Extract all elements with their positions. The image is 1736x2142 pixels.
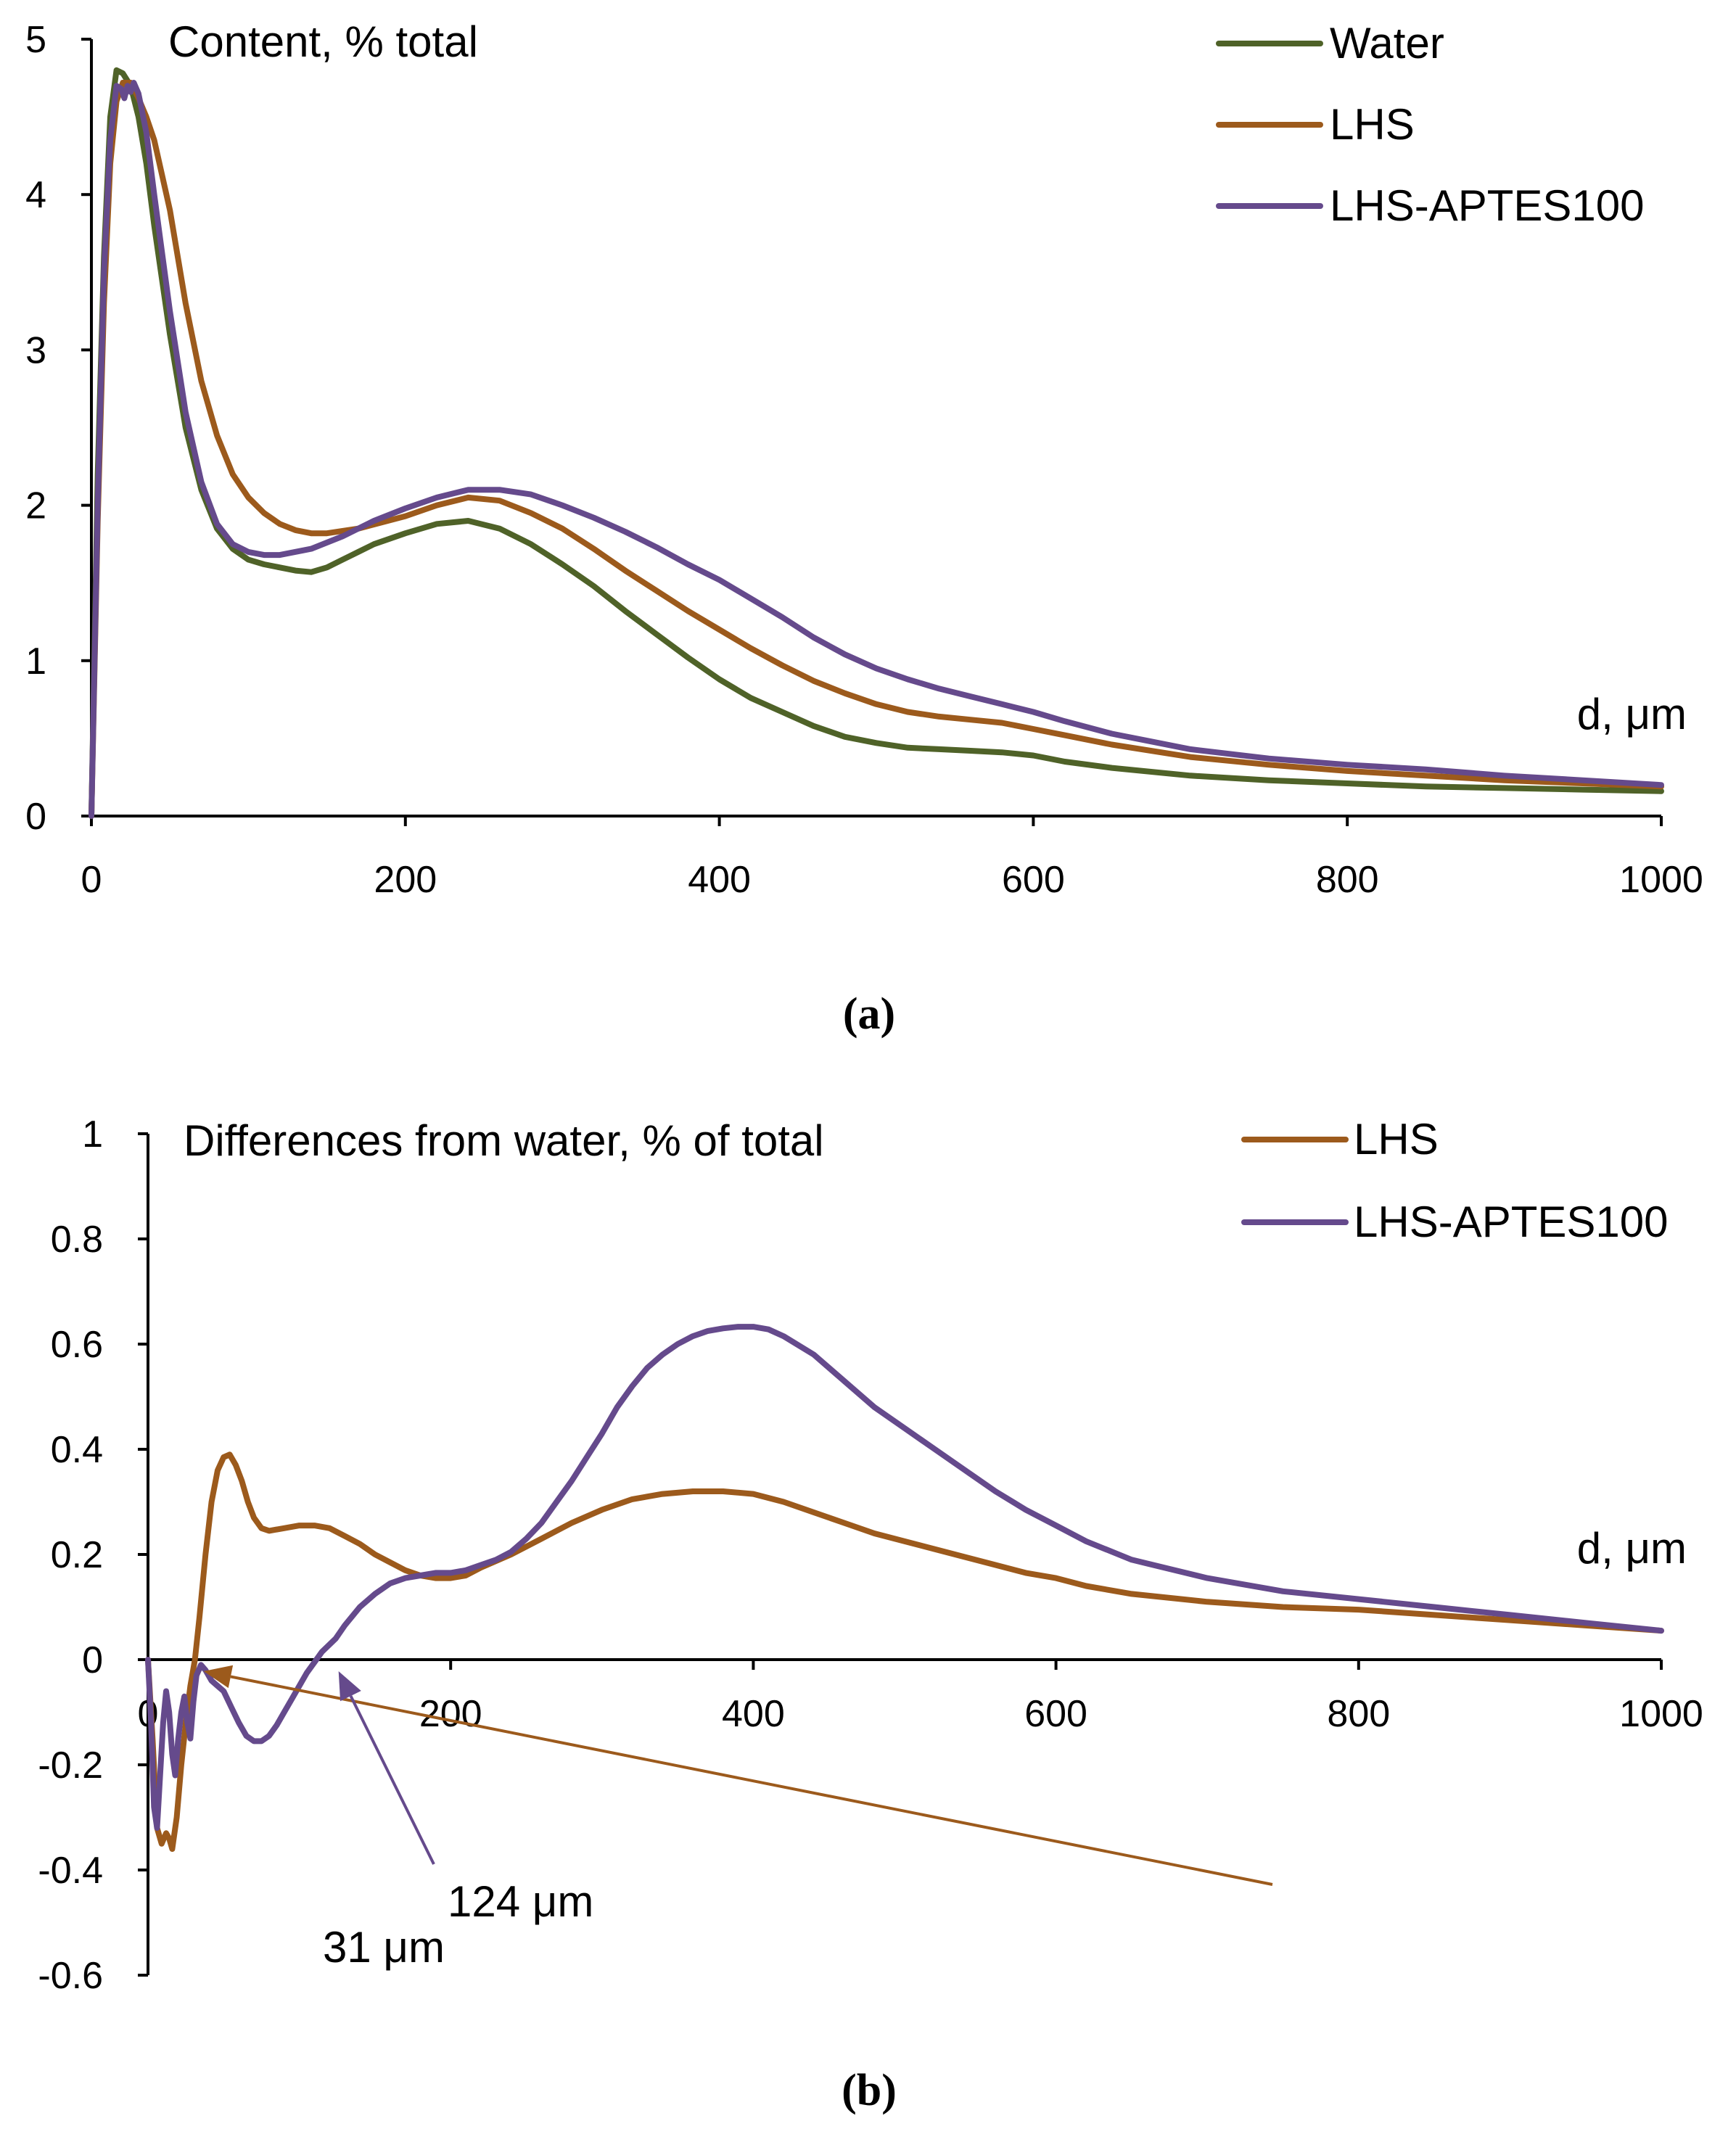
x-tick-label: 600 xyxy=(1002,859,1065,901)
legend-label: LHS-APTES100 xyxy=(1330,181,1645,230)
series-line-lhs xyxy=(89,80,1664,819)
panel-label: (b) xyxy=(842,2066,897,2115)
x-tick-label: 800 xyxy=(1316,859,1379,901)
y-tick-label: -0.6 xyxy=(38,1955,103,1997)
x-tick-label: 800 xyxy=(1327,1693,1390,1735)
chart-title: Content, % total xyxy=(168,17,478,66)
x-tick-label: 1000 xyxy=(1619,859,1703,901)
x-tick-label: 1000 xyxy=(1619,1693,1703,1735)
panel-label: (a) xyxy=(843,989,895,1039)
x-tick-label: 200 xyxy=(374,859,437,901)
x-tick-label: 200 xyxy=(419,1693,482,1735)
y-tick-label: 3 xyxy=(25,329,46,371)
x-tick-label: 400 xyxy=(722,1693,785,1735)
y-tick-label: 0 xyxy=(82,1639,103,1681)
y-tick-label: 1 xyxy=(82,1113,103,1156)
panel-b: -0.6-0.4-0.200.20.40.60.810 200 400 600 800 1… xyxy=(38,1113,1703,2115)
y-tick-label: -0.2 xyxy=(38,1745,103,1787)
annotation-arrow-head xyxy=(338,1671,361,1702)
panel-a: 0 1 2 3 4 5 0 200 400 600 800 1000 Content, % total d… xyxy=(25,17,1703,1039)
annotation-arrow-shaft xyxy=(349,1695,435,1865)
x-axis-label: d, μm xyxy=(1577,1524,1687,1573)
x-tick-label: 400 xyxy=(688,859,751,901)
y-tick-label: 5 xyxy=(25,19,46,61)
annotation-label: 31 μm xyxy=(323,1923,445,1972)
legend-label: LHS-APTES100 xyxy=(1354,1198,1669,1246)
y-tick-label: -0.4 xyxy=(38,1850,103,1892)
legend-label: LHS xyxy=(1354,1115,1439,1163)
legend-label: LHS xyxy=(1330,100,1415,149)
x-tick-label: 600 xyxy=(1024,1693,1087,1735)
chart-title: Differences from water, % of total xyxy=(184,1116,824,1165)
y-tick-label: 4 xyxy=(25,174,46,216)
legend-label: Water xyxy=(1330,19,1444,67)
y-tick-label: 1 xyxy=(25,640,46,683)
annotation-arrow-head xyxy=(203,1665,234,1689)
y-tick-label: 0.4 xyxy=(51,1429,103,1471)
annotation-arrow-shaft xyxy=(230,1675,1273,1886)
annotation-label: 124 μm xyxy=(448,1877,593,1926)
x-tick-label: 0 xyxy=(81,859,102,901)
x-axis-label: d, μm xyxy=(1577,690,1687,738)
series-line-lhs-aptes100 xyxy=(89,80,1664,819)
y-tick-label: 2 xyxy=(25,485,46,527)
series-line-lhs-aptes100 xyxy=(145,1324,1664,1831)
y-tick-label: 0.2 xyxy=(51,1534,103,1576)
y-tick-label: 0.8 xyxy=(51,1219,103,1261)
y-tick-label: 0 xyxy=(25,796,46,838)
y-tick-label: 0.6 xyxy=(51,1324,103,1366)
series-line-water xyxy=(89,67,1664,819)
series-line-lhs xyxy=(145,1451,1664,1852)
